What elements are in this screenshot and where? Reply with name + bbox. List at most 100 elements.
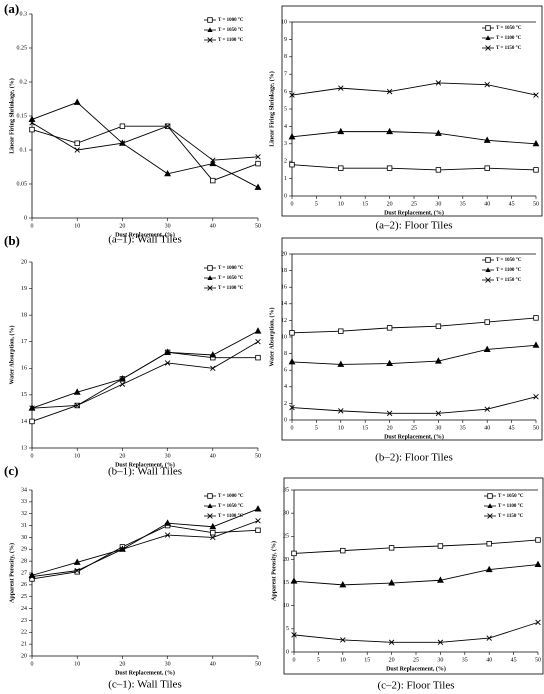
legend-label: T = 1150 °C: [496, 278, 522, 283]
y-tick-label: 26: [21, 582, 27, 588]
y-tick-label: 15: [283, 580, 289, 586]
data-point: [288, 132, 296, 140]
data-point: [486, 635, 492, 641]
marker-shape: [485, 565, 493, 573]
data-point: [434, 129, 442, 136]
x-axis-label: Dust Replacement, (%): [115, 231, 175, 238]
legend-marker: [487, 503, 493, 508]
x-tick-label: 30: [435, 201, 441, 207]
data-point: [535, 619, 541, 626]
panel-label: (b): [4, 233, 20, 248]
x-tick-label: 5: [315, 425, 318, 431]
x-tick-label: 0: [291, 201, 294, 207]
data-point: [339, 581, 347, 588]
y-tick-label: 34: [21, 487, 27, 493]
y-tick-label: 21: [21, 642, 27, 648]
marker-shape: [164, 532, 171, 538]
y-tick-label: 12: [281, 318, 287, 324]
marker-shape: [254, 183, 262, 190]
x-tick-label: 50: [533, 425, 539, 431]
data-point: [29, 573, 35, 580]
data-point: [386, 359, 394, 367]
x-tick-label: 30: [165, 223, 171, 229]
series-line: [31, 125, 259, 182]
marker-shape: [74, 140, 80, 146]
data-point: [388, 579, 396, 586]
data-point: [532, 139, 540, 147]
y-tick-label: 6: [284, 368, 287, 374]
data-point: [74, 140, 80, 146]
marker-shape: [485, 45, 491, 51]
data-point: [254, 183, 262, 190]
legend-label: T = 1000 °C: [218, 266, 244, 271]
y-tick-label: 29: [21, 547, 27, 553]
x-tick-label: 15: [362, 425, 368, 431]
data-point: [119, 381, 126, 387]
legend-marker: [207, 513, 213, 519]
data-point: [291, 632, 297, 638]
marker-shape: [209, 522, 217, 530]
caption: (b–1): Wall Tiles: [108, 466, 182, 478]
y-tick-label: 4: [284, 124, 287, 130]
x-tick-label: 30: [435, 425, 441, 431]
data-point: [483, 136, 491, 143]
panel-label: (c): [4, 463, 18, 478]
marker-shape: [164, 519, 172, 526]
data-point: [340, 637, 346, 643]
x-tick-label: 50: [255, 223, 261, 229]
marker-shape: [436, 576, 444, 583]
y-tick-label: 0: [284, 193, 287, 199]
marker-shape: [118, 375, 126, 382]
y-tick-label: 35: [283, 487, 289, 493]
x-tick-label: 20: [119, 661, 125, 667]
legend-marker: [207, 17, 213, 23]
x-axis-label: Dust Replacement, (%): [115, 461, 175, 468]
series-line: [293, 621, 539, 643]
marker-shape: [339, 581, 347, 588]
x-tick-label: 45: [509, 201, 515, 207]
data-point: [254, 505, 262, 512]
data-point: [164, 123, 171, 129]
y-tick-label: 1: [284, 176, 287, 182]
data-point: [29, 405, 35, 411]
x-tick-label: 0: [31, 223, 34, 229]
data-point: [73, 558, 81, 565]
legend-label: T = 1100 °C: [218, 38, 244, 43]
data-point: [337, 127, 345, 135]
marker-shape: [255, 160, 261, 167]
data-point: [29, 126, 35, 133]
marker-shape: [435, 80, 442, 86]
marker-shape: [73, 558, 81, 565]
y-axis-label: Apparent Porosity, (%): [8, 543, 15, 603]
data-point: [434, 357, 442, 364]
y-tick-label: 25: [283, 534, 289, 540]
marker-shape: [337, 127, 345, 135]
data-point: [484, 406, 490, 412]
y-tick-label: 0.2: [20, 79, 28, 85]
data-point: [289, 92, 295, 98]
marker-shape: [73, 388, 81, 395]
marker-shape: [435, 323, 442, 329]
marker-shape: [210, 177, 216, 184]
data-point: [29, 418, 35, 425]
data-point: [164, 348, 172, 355]
y-tick-label: 0.25: [17, 45, 28, 51]
data-point: [338, 328, 344, 334]
x-tick-label: 50: [535, 657, 541, 663]
y-axis-label: Linear Firing Shrinkage, (%): [8, 78, 15, 154]
legend-label: T = 1100 °C: [496, 36, 522, 41]
marker-shape: [434, 129, 442, 136]
marker-shape: [533, 315, 539, 321]
marker-shape: [484, 165, 490, 171]
y-tick-label: 25: [21, 594, 27, 600]
marker-shape: [29, 418, 35, 425]
x-tick-label: 0: [293, 657, 296, 663]
marker-shape: [289, 330, 295, 336]
legend-label: T = 1050 °C: [496, 26, 522, 31]
data-point: [533, 315, 539, 321]
y-tick-label: 20: [21, 259, 27, 265]
legend-label: T = 1100 °C: [218, 286, 244, 291]
x-axis-label: Dust Replacement, (%): [384, 433, 444, 440]
data-point: [388, 545, 395, 551]
data-point: [484, 319, 490, 325]
